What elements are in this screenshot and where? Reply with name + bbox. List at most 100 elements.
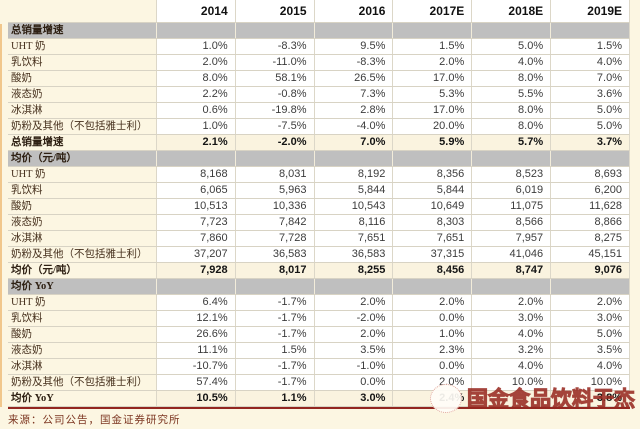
value-cell: 8,523: [471, 167, 551, 182]
value-cell: 2.8%: [313, 103, 393, 118]
value-cell: -2.0%: [313, 311, 393, 326]
value-cell: 5.0%: [550, 103, 629, 118]
header-empty-cell: [8, 0, 156, 22]
table-row: 奶粉及其他（不包括雅士利） 1.0% -7.5% -4.0% 20.0% 8.0% 5.0%: [8, 119, 630, 135]
table-row: UHT 奶 6.4% -1.7% 2.0% 2.0% 2.0% 2.0%: [8, 295, 630, 311]
table-row: 冰淇淋 7,860 7,728 7,651 7,651 7,957 8,275: [8, 231, 630, 247]
value-cell: 1.0%: [392, 327, 472, 342]
value-cell: 2.2%: [155, 87, 235, 102]
row-label: 液态奶: [11, 89, 43, 100]
section-band-cell: [313, 23, 393, 38]
value-cell: 7,651: [392, 231, 472, 246]
value-cell: 2.0%: [313, 327, 393, 342]
value-cell: -4.0%: [313, 119, 393, 134]
total-value-cell: 1.1%: [234, 391, 314, 406]
total-value-cell: 5.9%: [392, 135, 472, 150]
value-cell: 8,303: [392, 215, 472, 230]
value-cell: 26.6%: [155, 327, 235, 342]
value-cell: -8.3%: [313, 55, 393, 70]
column-header-2014: 2014: [155, 0, 235, 22]
section-band-cell: [155, 279, 235, 294]
value-cell: 7.0%: [550, 71, 629, 86]
value-cell: -1.7%: [234, 295, 314, 310]
value-cell: 11,075: [471, 199, 551, 214]
value-cell: 6,065: [155, 183, 235, 198]
value-cell: 7,957: [471, 231, 551, 246]
value-cell: 6.4%: [155, 295, 235, 310]
value-cell: 17.0%: [392, 103, 472, 118]
value-cell: 8,566: [471, 215, 551, 230]
value-cell: 4.0%: [471, 359, 551, 374]
value-cell: 10,649: [392, 199, 472, 214]
value-cell: 8,116: [313, 215, 393, 230]
value-cell: -19.8%: [234, 103, 314, 118]
value-cell: 36,583: [313, 247, 393, 262]
row-label: 奶粉及其他（不包括雅士利）: [11, 249, 148, 260]
value-cell: 5,963: [234, 183, 314, 198]
value-cell: 3.5%: [313, 343, 393, 358]
value-cell: 11,628: [550, 199, 629, 214]
value-cell: -1.7%: [234, 327, 314, 342]
value-cell: 8.0%: [471, 119, 551, 134]
value-cell: 7,728: [234, 231, 314, 246]
section-band-cell: [471, 151, 551, 166]
section-band-cell: [471, 279, 551, 294]
value-cell: 58.1%: [234, 71, 314, 86]
row-label: 液态奶: [11, 217, 43, 228]
value-cell: 3.2%: [471, 343, 551, 358]
value-cell: 10,513: [155, 199, 235, 214]
value-cell: 7,651: [313, 231, 393, 246]
section-band-cell: [234, 279, 314, 294]
table-row: 液态奶 2.2% -0.8% 7.3% 5.3% 5.5% 3.6%: [8, 87, 630, 103]
total-value-cell: 5.7%: [471, 135, 551, 150]
table-header-row: 2014 2015 2016 2017E 2018E 2019E: [8, 0, 630, 23]
row-label: 酸奶: [11, 329, 32, 340]
row-label: 酸奶: [11, 73, 32, 84]
total-label: 总销量增速: [11, 137, 64, 148]
value-cell: 5.0%: [471, 39, 551, 54]
table-row: 酸奶 8.0% 58.1% 26.5% 17.0% 8.0% 7.0%: [8, 71, 630, 87]
section-total-row: 均价（元/吨） 7,928 8,017 8,255 8,456 8,747 9,076: [8, 263, 630, 279]
table-row: 液态奶 7,723 7,842 8,116 8,303 8,566 8,866: [8, 215, 630, 231]
value-cell: 3.0%: [471, 311, 551, 326]
total-value-cell: [471, 391, 551, 406]
section-band-cell: [392, 23, 472, 38]
value-cell: -10.7%: [155, 359, 235, 374]
watermark-text: 国金食品饮料于杰: [467, 388, 636, 412]
value-cell: 37,207: [155, 247, 235, 262]
value-cell: -8.3%: [234, 39, 314, 54]
column-header-2018e: 2018E: [471, 0, 551, 22]
row-label: 乳饮料: [11, 313, 43, 324]
value-cell: 41,046: [471, 247, 551, 262]
total-value-cell: 7.0%: [313, 135, 393, 150]
section-total-row: 总销量增速 2.1% -2.0% 7.0% 5.9% 5.7% 3.7%: [8, 135, 630, 151]
value-cell: 0.6%: [155, 103, 235, 118]
value-cell: 8,192: [313, 167, 393, 182]
value-cell: 5.3%: [392, 87, 472, 102]
value-cell: 2.3%: [392, 343, 472, 358]
section-band-cell: [392, 279, 472, 294]
column-header-2015: 2015: [234, 0, 314, 22]
value-cell: 4.0%: [471, 55, 551, 70]
value-cell: 8.0%: [471, 71, 551, 86]
table-row: 奶粉及其他（不包括雅士利） 37,207 36,583 36,583 37,315 41,…: [8, 247, 630, 263]
section-title: 均价（元/吨）: [8, 151, 156, 166]
source-note: 来源：公司公告，国金证券研究所: [8, 415, 181, 426]
section-band-cell: [313, 279, 393, 294]
value-cell: -11.0%: [234, 55, 314, 70]
row-label: UHT 奶: [11, 169, 46, 180]
value-cell: 7,723: [155, 215, 235, 230]
value-cell: 1.0%: [155, 119, 235, 134]
value-cell: 26.5%: [313, 71, 393, 86]
value-cell: 8,168: [155, 167, 235, 182]
value-cell: 5.0%: [550, 327, 629, 342]
value-cell: 3.5%: [550, 343, 629, 358]
table-row: 酸奶 10,513 10,336 10,543 10,649 11,075 11,628: [8, 199, 630, 215]
section-band-cell: [155, 23, 235, 38]
row-label: 冰淇淋: [11, 233, 43, 244]
value-cell: 2.0%: [392, 295, 472, 310]
column-header-2016: 2016: [313, 0, 393, 22]
row-label: 酸奶: [11, 201, 32, 212]
value-cell: 7,860: [155, 231, 235, 246]
table-row: 酸奶 26.6% -1.7% 2.0% 1.0% 4.0% 5.0%: [8, 327, 630, 343]
